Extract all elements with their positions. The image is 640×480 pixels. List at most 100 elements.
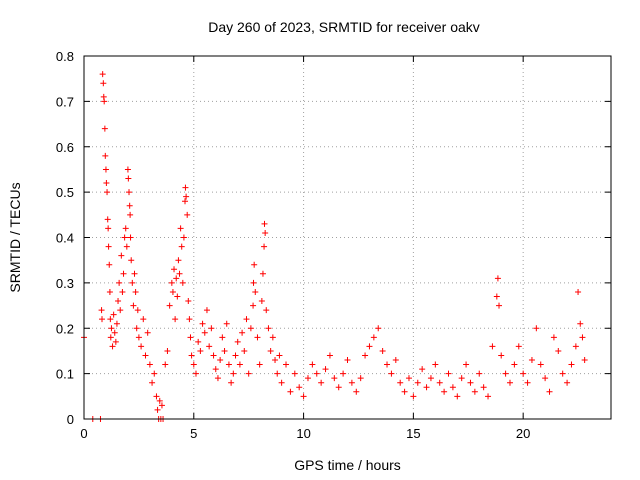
data-point	[105, 225, 112, 232]
data-point	[546, 388, 553, 395]
data-point	[515, 343, 522, 350]
data-point	[186, 316, 193, 323]
data-point	[98, 307, 105, 314]
data-point	[348, 379, 355, 386]
x-tick-label: 20	[516, 426, 530, 441]
data-point	[121, 234, 128, 241]
data-point	[300, 393, 307, 400]
data-point	[340, 370, 347, 377]
data-point	[131, 270, 138, 277]
data-point	[208, 325, 215, 332]
data-point	[192, 370, 199, 377]
data-point	[375, 325, 382, 332]
data-point	[454, 393, 461, 400]
data-point	[110, 311, 117, 318]
data-point	[154, 406, 161, 413]
data-point	[101, 98, 108, 105]
data-point	[182, 184, 189, 191]
data-point	[256, 361, 263, 368]
y-tick-label: 0.7	[56, 94, 74, 109]
data-point	[575, 288, 582, 295]
data-point	[423, 384, 430, 391]
data-point	[149, 379, 156, 386]
data-point	[296, 384, 303, 391]
data-point	[276, 352, 283, 359]
data-point	[166, 302, 173, 309]
data-point	[210, 352, 217, 359]
data-point	[187, 334, 194, 341]
data-point	[568, 361, 575, 368]
data-point	[127, 234, 134, 241]
data-point	[272, 357, 279, 364]
data-point	[162, 361, 169, 368]
data-point	[533, 325, 540, 332]
data-point	[577, 320, 584, 327]
data-point	[344, 357, 351, 364]
data-point	[177, 225, 184, 232]
data-point	[113, 320, 120, 327]
data-point	[496, 302, 503, 309]
data-point	[123, 243, 130, 250]
data-point	[261, 243, 268, 250]
y-tick-label: 0.8	[56, 49, 74, 64]
x-tick-label: 10	[296, 426, 310, 441]
data-point	[236, 361, 243, 368]
data-point	[494, 275, 501, 282]
data-point	[251, 261, 258, 268]
data-point	[265, 325, 272, 332]
data-point	[146, 361, 153, 368]
data-point	[388, 370, 395, 377]
data-point	[116, 279, 123, 286]
data-point	[520, 370, 527, 377]
data-point	[133, 325, 140, 332]
data-point	[581, 357, 588, 364]
data-point	[313, 370, 320, 377]
data-point	[384, 361, 391, 368]
data-point	[353, 388, 360, 395]
data-point	[103, 180, 110, 187]
data-point	[467, 379, 474, 386]
data-point	[572, 343, 579, 350]
data-point	[122, 225, 129, 232]
data-point	[379, 347, 386, 354]
data-point	[151, 370, 158, 377]
data-point	[104, 189, 111, 196]
y-tick-label: 0.2	[56, 321, 74, 336]
data-point	[309, 361, 316, 368]
data-point	[480, 384, 487, 391]
data-point	[199, 320, 206, 327]
data-point	[511, 361, 518, 368]
y-tick-label: 0.5	[56, 185, 74, 200]
data-point	[283, 361, 290, 368]
data-point	[112, 338, 119, 345]
data-point	[171, 266, 178, 273]
y-tick-label: 0.1	[56, 367, 74, 382]
data-point	[120, 270, 127, 277]
data-point	[232, 352, 239, 359]
y-tick-label: 0.6	[56, 140, 74, 155]
data-point	[108, 325, 115, 332]
data-point	[401, 388, 408, 395]
data-point	[471, 388, 478, 395]
data-point	[118, 252, 125, 259]
data-points	[81, 71, 588, 422]
data-point	[132, 288, 139, 295]
data-point	[335, 384, 342, 391]
data-point	[203, 307, 210, 314]
data-point	[102, 152, 109, 159]
data-point	[190, 361, 197, 368]
data-point	[126, 189, 133, 196]
data-point	[109, 343, 116, 350]
data-point	[489, 343, 496, 350]
data-point	[397, 379, 404, 386]
data-point	[178, 243, 185, 250]
data-point	[107, 334, 114, 341]
data-point	[107, 316, 114, 323]
x-tick-label: 5	[190, 426, 197, 441]
data-point	[230, 370, 237, 377]
data-point	[169, 288, 176, 295]
data-point	[498, 352, 505, 359]
y-tick-label: 0	[67, 412, 74, 427]
data-point	[219, 334, 226, 341]
